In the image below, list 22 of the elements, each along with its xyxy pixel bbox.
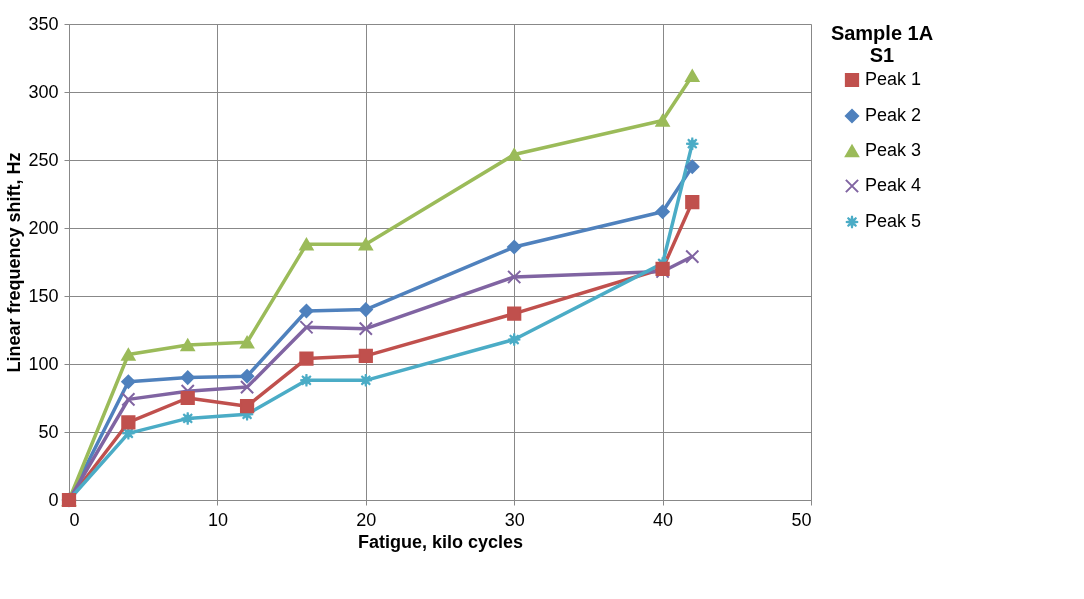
- y-tick-label: 50: [38, 421, 59, 442]
- y-axis-title: Linear frequency shift, Hz: [4, 152, 25, 373]
- y-tick-label: 150: [28, 285, 59, 306]
- y-tick-label: 200: [28, 217, 59, 238]
- legend-label: Peak 2: [865, 105, 922, 125]
- x-tick-label: 0: [69, 509, 80, 530]
- legend-label: Peak 4: [865, 175, 922, 195]
- legend-title: Sample 1A S1: [830, 22, 934, 66]
- x-axis-title: Fatigue, kilo cycles: [357, 531, 524, 552]
- x-tick-label: 30: [504, 509, 525, 530]
- legend-label: Peak 3: [865, 140, 922, 160]
- x-tick-label: 20: [356, 509, 377, 530]
- y-tick-label: 300: [28, 81, 59, 102]
- x-tick-label: 50: [791, 509, 812, 530]
- legend-label: Peak 5: [865, 211, 922, 231]
- y-tick-label: 250: [28, 149, 59, 170]
- y-tick-label: 350: [28, 13, 59, 34]
- legend-label: Peak 1: [865, 69, 922, 89]
- y-tick-label: 0: [48, 489, 59, 510]
- x-tick-label: 40: [653, 509, 674, 530]
- x-tick-label: 10: [207, 509, 228, 530]
- y-tick-label: 100: [28, 353, 59, 374]
